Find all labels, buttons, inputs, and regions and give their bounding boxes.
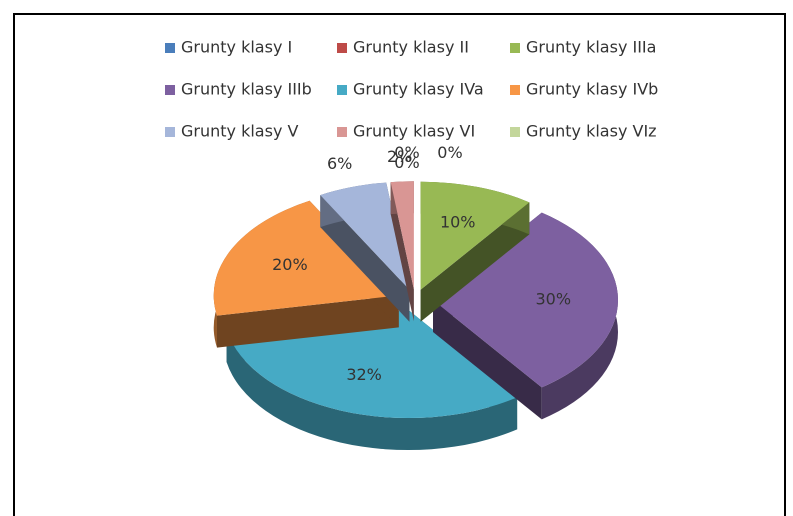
legend-label: Grunty klasy I [181,38,292,57]
legend-swatch [165,43,175,53]
pie: 0%0%10%30%32%20%6% 2% 0% [213,143,619,451]
data-label: 6% [327,154,352,173]
legend-swatch [510,127,520,137]
slice [390,181,414,290]
slice-side [216,295,399,348]
legend: Grunty klasy I Grunty klasy II Grunty klas… [165,38,658,141]
legend-label: Grunty klasy VI [353,122,475,141]
slice-side [320,195,410,322]
slice [320,182,410,290]
legend-label: Grunty klasy II [353,38,469,57]
data-label: 30% [535,290,571,309]
data-label: 0% [437,143,462,162]
legend-label: Grunty klasy IIIb [181,80,312,99]
data-label: 32% [346,365,382,384]
slice [433,212,619,388]
data-label: 0% [394,153,419,172]
legend-label: Grunty klasy IIIa [526,38,656,57]
legend-label: Grunty klasy VIz [526,122,657,141]
data-label: 20% [272,255,308,274]
data-label: 0% [394,143,419,162]
slice [420,181,530,290]
legend-swatch [337,43,347,53]
legend-swatch [510,43,520,53]
legend-swatch [337,85,347,95]
legend-label: Grunty klasy IVa [353,80,484,99]
legend-swatch [165,85,175,95]
slice-wall [226,330,518,451]
legend-swatch [510,85,520,95]
data-label: 2% [387,147,412,166]
slice-side [390,182,414,322]
legend-swatch [337,127,347,137]
slice [213,200,399,316]
data-label: 10% [440,212,476,231]
slice-side [433,300,542,420]
legend-swatch [165,127,175,137]
legend-label: Grunty klasy IVb [526,80,658,99]
legend-label: Grunty klasy V [181,122,298,141]
slice-side [420,202,530,322]
